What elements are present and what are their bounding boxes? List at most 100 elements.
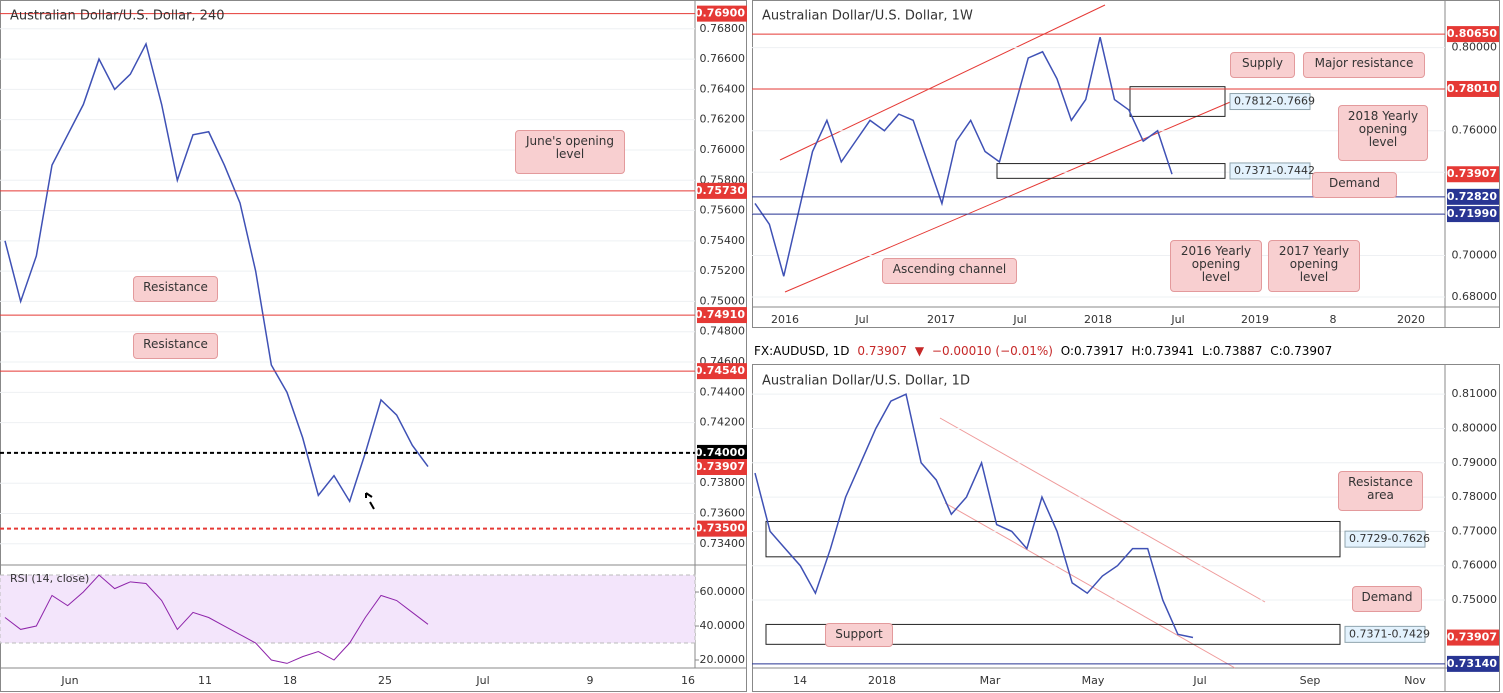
y-tick-label: 0.75000 bbox=[1452, 593, 1498, 606]
x-tick-label: 8 bbox=[1330, 313, 1337, 326]
zone-label-box bbox=[1229, 93, 1311, 111]
y-tick-label: 0.75600 bbox=[700, 204, 746, 217]
callout: 2018 Yearly opening level bbox=[1338, 105, 1428, 161]
y-tick-label: 0.75000 bbox=[700, 294, 746, 307]
panel-title: Australian Dollar/U.S. Dollar, 240 bbox=[10, 9, 225, 24]
zone-label-box bbox=[1344, 625, 1426, 643]
symbol-header: FX:AUDUSD, 1D 0.73907 ▼ −0.00010 (−0.01%… bbox=[754, 344, 1336, 358]
price-tag bbox=[1447, 655, 1499, 672]
price-line bbox=[4, 41, 429, 504]
cursor-mark bbox=[365, 492, 375, 510]
change-arrow: ▼ bbox=[914, 344, 925, 358]
y-tick-label: 0.76400 bbox=[700, 82, 746, 95]
rsi-line bbox=[4, 574, 429, 664]
x-tick-label: 9 bbox=[587, 674, 594, 687]
price-tag-label: 0.75730 bbox=[695, 184, 745, 197]
y-tick-label: 0.76000 bbox=[1452, 124, 1498, 137]
x-tick-label: 16 bbox=[681, 674, 695, 687]
high: H:0.73941 bbox=[1131, 344, 1195, 358]
price-tag-label: 0.72820 bbox=[1447, 190, 1497, 203]
callout: Demand bbox=[1352, 586, 1422, 612]
y-tick-label: 0.73400 bbox=[700, 537, 746, 550]
channel-line bbox=[779, 4, 1106, 161]
x-tick-label: Jun bbox=[60, 674, 78, 687]
y-tick-label: 0.74200 bbox=[700, 416, 746, 429]
x-tick-label: 2016 bbox=[771, 313, 799, 326]
low: L:0.73887 bbox=[1202, 344, 1263, 358]
callout: 2017 Yearly opening level bbox=[1268, 240, 1360, 292]
y-tick-label: 0.81000 bbox=[1452, 387, 1498, 400]
y-tick-label: 0.76600 bbox=[700, 52, 746, 65]
x-tick-label: 2017 bbox=[927, 313, 955, 326]
y-tick-label: 0.78000 bbox=[1452, 490, 1498, 503]
zone-label-box bbox=[1344, 530, 1426, 548]
y-tick-label: 0.76200 bbox=[700, 113, 746, 126]
price-tag-label: 0.71990 bbox=[1447, 207, 1497, 220]
price-tag-label: 0.73907 bbox=[1447, 631, 1497, 644]
price-tag bbox=[697, 458, 747, 475]
panel-border bbox=[0, 0, 747, 692]
y-tick-label: 0.73600 bbox=[700, 506, 746, 519]
panel-title: Australian Dollar/U.S. Dollar, 1D bbox=[762, 374, 970, 389]
channel-line bbox=[784, 99, 1236, 293]
callout: Major resistance bbox=[1303, 52, 1425, 78]
x-tick-label: Mar bbox=[980, 674, 1001, 687]
panel-border bbox=[752, 0, 1500, 328]
panel-border bbox=[752, 364, 1500, 692]
price-tag bbox=[1447, 206, 1499, 223]
x-tick-label: Sep bbox=[1300, 674, 1321, 687]
callout: Supply bbox=[1230, 52, 1295, 78]
price-tag bbox=[697, 5, 747, 22]
x-tick-label: 2020 bbox=[1397, 313, 1425, 326]
price-tag bbox=[697, 520, 747, 537]
price-line bbox=[754, 37, 1173, 277]
x-tick-label: 18 bbox=[283, 674, 297, 687]
y-tick-label: 0.68000 bbox=[1452, 290, 1498, 303]
price-tag-label: 0.76900 bbox=[695, 7, 745, 20]
price-tag-label: 0.80650 bbox=[1447, 27, 1497, 40]
symbol: FX:AUDUSD, 1D bbox=[754, 344, 850, 358]
callout: June's opening level bbox=[515, 130, 625, 174]
open: O:0.73917 bbox=[1060, 344, 1124, 358]
x-tick-label: Jul bbox=[1170, 313, 1184, 326]
y-tick-label: 0.77000 bbox=[1452, 524, 1498, 537]
panel-title: Australian Dollar/U.S. Dollar, 1W bbox=[762, 9, 973, 24]
last-price: 0.73907 bbox=[857, 344, 907, 358]
price-tag bbox=[1447, 26, 1499, 43]
price-tag bbox=[1447, 629, 1499, 646]
zone-label: 0.7812-0.7669 bbox=[1234, 95, 1315, 108]
price-tag-label: 0.73500 bbox=[695, 522, 745, 535]
y-tick-label: 0.75400 bbox=[700, 234, 746, 247]
price-tag bbox=[697, 363, 747, 380]
callout: Support bbox=[825, 623, 893, 647]
zone-label: 0.7729-0.7626 bbox=[1349, 532, 1430, 545]
x-tick-label: Nov bbox=[1404, 674, 1426, 687]
x-tick-label: 2018 bbox=[1084, 313, 1112, 326]
price-tag-label: 0.73907 bbox=[695, 460, 745, 473]
zone bbox=[996, 163, 1226, 179]
y-tick-label: 0.75200 bbox=[700, 264, 746, 277]
price-tag bbox=[1447, 80, 1499, 97]
price-tag bbox=[1447, 166, 1499, 183]
x-tick-label: Jul bbox=[854, 313, 868, 326]
zone-label: 0.7371-0.7429 bbox=[1349, 627, 1430, 640]
price-tag-label: 0.73907 bbox=[1447, 167, 1497, 180]
x-tick-label: Jul bbox=[1192, 674, 1206, 687]
x-tick-label: 14 bbox=[793, 674, 807, 687]
callout: Resistance bbox=[133, 276, 218, 302]
price-tag bbox=[1447, 188, 1499, 205]
y-tick-label: 0.76800 bbox=[700, 22, 746, 35]
x-tick-label: 2018 bbox=[868, 674, 896, 687]
change: −0.00010 (−0.01%) bbox=[931, 344, 1053, 358]
price-tag bbox=[697, 444, 747, 461]
y-tick-label: 0.80000 bbox=[1452, 421, 1498, 434]
y-tick-label: 0.74400 bbox=[700, 385, 746, 398]
y-tick-label: 0.70000 bbox=[1452, 248, 1498, 261]
y-tick-label: 0.80000 bbox=[1452, 41, 1498, 54]
price-tag-label: 0.74000 bbox=[695, 446, 745, 459]
zone bbox=[765, 623, 1341, 645]
price-tag-label: 0.73140 bbox=[1447, 657, 1497, 670]
callout: Resistance bbox=[133, 333, 218, 359]
